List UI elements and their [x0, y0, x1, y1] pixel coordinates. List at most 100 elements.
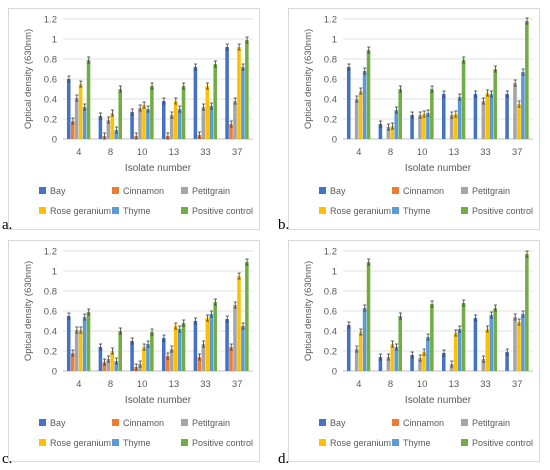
y-axis-label: Optical density (630nm) — [23, 29, 34, 129]
bar — [106, 359, 111, 371]
bar — [138, 364, 142, 371]
bar — [505, 352, 509, 371]
bar — [489, 315, 494, 371]
chart-panel-c: 0 0.2 0.4 0.6 0.8 1 1.2 Optical density (630nm)… — [8, 240, 260, 462]
bar — [241, 326, 245, 371]
legend-label: Bay — [330, 418, 346, 428]
x-tick-label: 4 — [356, 147, 361, 158]
y-tick-label: 0.6 — [44, 75, 57, 86]
y-tick-label: 0.4 — [324, 95, 337, 106]
y-tick-label: 0.6 — [324, 75, 337, 86]
legend-swatch — [112, 439, 119, 446]
legend-label: Cinnamon — [403, 418, 444, 428]
x-tick-label: 10 — [417, 147, 428, 158]
bar — [461, 60, 466, 139]
y-tick-label: 1 — [332, 35, 337, 46]
y-tick-label: 1.2 — [44, 15, 57, 26]
y-tick-label: 0.8 — [44, 55, 57, 66]
legend-label: Thyme — [123, 206, 151, 216]
x-tick-label: 13 — [169, 147, 180, 158]
bar — [489, 94, 494, 139]
y-tick-label: 0 — [52, 367, 57, 378]
x-axis-label: Isolate number — [405, 395, 472, 406]
bar — [346, 67, 351, 139]
bar — [362, 71, 367, 139]
legend-label: Positive control — [192, 438, 253, 448]
bar — [493, 69, 497, 139]
bar — [358, 91, 363, 139]
bar — [142, 347, 146, 371]
bar — [70, 353, 75, 371]
bar — [233, 305, 237, 371]
y-axis-label: Optical density (630nm) — [303, 261, 314, 361]
legend-swatch — [392, 207, 399, 214]
bar — [366, 262, 371, 371]
x-tick-label: 8 — [388, 147, 393, 158]
bar — [521, 72, 525, 139]
x-tick-label: 33 — [200, 379, 211, 390]
bar — [229, 124, 233, 139]
bar — [209, 106, 214, 139]
bar — [86, 60, 91, 139]
y-tick-label: 1.2 — [324, 15, 337, 26]
legend-swatch — [181, 419, 188, 426]
x-axis-label: Isolate number — [405, 163, 472, 174]
bar — [485, 93, 490, 139]
bar — [473, 318, 478, 371]
legend-swatch — [461, 207, 468, 214]
legend-swatch — [181, 439, 188, 446]
legend-label: Rose geranium — [50, 206, 111, 216]
legend-label: Positive control — [472, 206, 533, 216]
bar — [461, 303, 466, 371]
x-tick-label: 33 — [200, 147, 211, 158]
chart-svg-c: 0 0.2 0.4 0.6 0.8 1 1.2 Optical density (630nm)… — [23, 247, 253, 449]
bar — [142, 105, 146, 139]
y-tick-label: 0.8 — [324, 55, 337, 66]
bar — [205, 318, 210, 371]
bar — [517, 322, 521, 371]
bar — [513, 317, 517, 371]
bar — [485, 329, 490, 371]
bar — [386, 127, 391, 139]
bar — [245, 262, 249, 371]
legend-label: Bay — [50, 418, 66, 428]
x-tick-label: 13 — [169, 379, 180, 390]
bar — [366, 50, 371, 139]
x-tick-label: 37 — [232, 379, 243, 390]
chart-svg-d: 0 0.2 0.4 0.6 0.8 1 1.2 Optical density (630nm)… — [303, 247, 533, 449]
legend-swatch — [39, 187, 46, 194]
legend-label: Rose geranium — [50, 438, 111, 448]
bar — [394, 347, 399, 371]
bar — [521, 314, 525, 371]
bar — [525, 254, 529, 371]
bar — [422, 114, 426, 139]
bar — [505, 94, 509, 139]
y-tick-label: 0.8 — [324, 287, 337, 298]
bar — [481, 359, 486, 371]
legend-swatch — [112, 207, 119, 214]
legend-label: Petitgrain — [472, 186, 510, 196]
chart-svg-b: 0 0.2 0.4 0.6 0.8 1 1.2 Optical density (630nm)… — [303, 15, 533, 217]
bar — [169, 115, 174, 139]
bar — [82, 107, 87, 139]
bar — [110, 113, 115, 139]
y-tick-label: 0.8 — [44, 287, 57, 298]
x-tick-label: 37 — [232, 147, 243, 158]
y-tick-label: 0.6 — [44, 307, 57, 318]
bar — [102, 362, 107, 371]
bar — [453, 333, 458, 371]
legend-swatch — [181, 207, 188, 214]
bar — [74, 330, 79, 371]
bar — [78, 330, 83, 371]
bar — [354, 349, 359, 371]
panel-letter-c: c. — [2, 451, 13, 467]
bar — [146, 344, 150, 371]
bar — [241, 67, 245, 139]
x-tick-label: 8 — [388, 379, 393, 390]
bar — [237, 276, 241, 371]
y-tick-label: 0.4 — [44, 95, 57, 106]
y-tick-label: 0.4 — [324, 327, 337, 338]
panel-letter-a: a. — [2, 217, 13, 233]
x-tick-label: 33 — [480, 147, 491, 158]
bar — [390, 344, 395, 371]
